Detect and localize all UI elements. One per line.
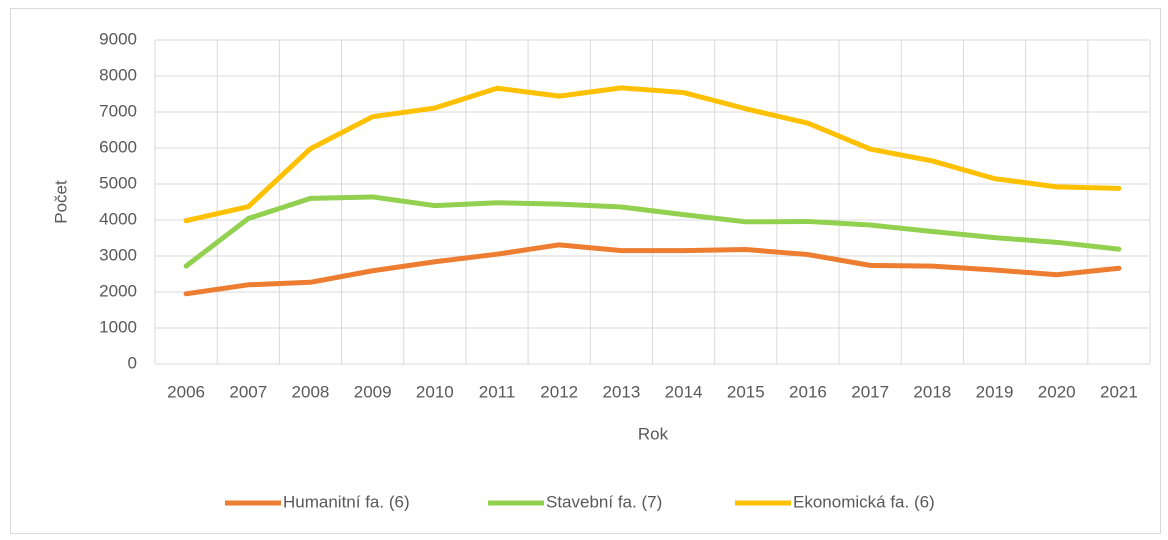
x-tick-label: 2013 bbox=[602, 382, 640, 401]
x-tick-label: 2019 bbox=[976, 382, 1014, 401]
x-tick-label: 2017 bbox=[851, 382, 889, 401]
y-tick-label: 9000 bbox=[99, 29, 137, 48]
y-tick-label: 4000 bbox=[99, 209, 137, 228]
series-line bbox=[183, 242, 1122, 297]
x-tick-label: 2012 bbox=[540, 382, 578, 401]
x-tick-label: 2021 bbox=[1100, 382, 1138, 401]
y-tick-label: 5000 bbox=[99, 173, 137, 192]
legend-label: Humanitní fa. (6) bbox=[283, 492, 410, 511]
x-tick-label: 2008 bbox=[292, 382, 330, 401]
x-tick-label: 2007 bbox=[229, 382, 267, 401]
y-tick-label: 2000 bbox=[99, 281, 137, 300]
y-tick-label: 0 bbox=[128, 353, 137, 372]
x-tick-label: 2010 bbox=[416, 382, 454, 401]
x-tick-label: 2015 bbox=[727, 382, 765, 401]
x-tick-label: 2014 bbox=[665, 382, 703, 401]
x-tick-label: 2009 bbox=[354, 382, 392, 401]
y-tick-label: 8000 bbox=[99, 65, 137, 84]
x-tick-label: 2018 bbox=[913, 382, 951, 401]
x-tick-label: 2011 bbox=[479, 382, 516, 401]
x-tick-label: 2006 bbox=[167, 382, 205, 401]
legend-label: Stavební fa. (7) bbox=[546, 492, 662, 511]
series-line bbox=[183, 85, 1122, 224]
y-tick-label: 3000 bbox=[99, 245, 137, 264]
y-tick-label: 7000 bbox=[99, 101, 137, 120]
chart-border bbox=[10, 8, 1161, 534]
y-axis-label: Počet bbox=[51, 180, 70, 224]
y-tick-label: 6000 bbox=[99, 137, 137, 156]
legend-label: Ekonomická fa. (6) bbox=[793, 492, 935, 511]
x-axis-label: Rok bbox=[638, 424, 669, 443]
x-tick-label: 2016 bbox=[789, 382, 827, 401]
series-line bbox=[183, 194, 1122, 269]
y-tick-label: 1000 bbox=[99, 317, 137, 336]
x-tick-label: 2020 bbox=[1038, 382, 1076, 401]
